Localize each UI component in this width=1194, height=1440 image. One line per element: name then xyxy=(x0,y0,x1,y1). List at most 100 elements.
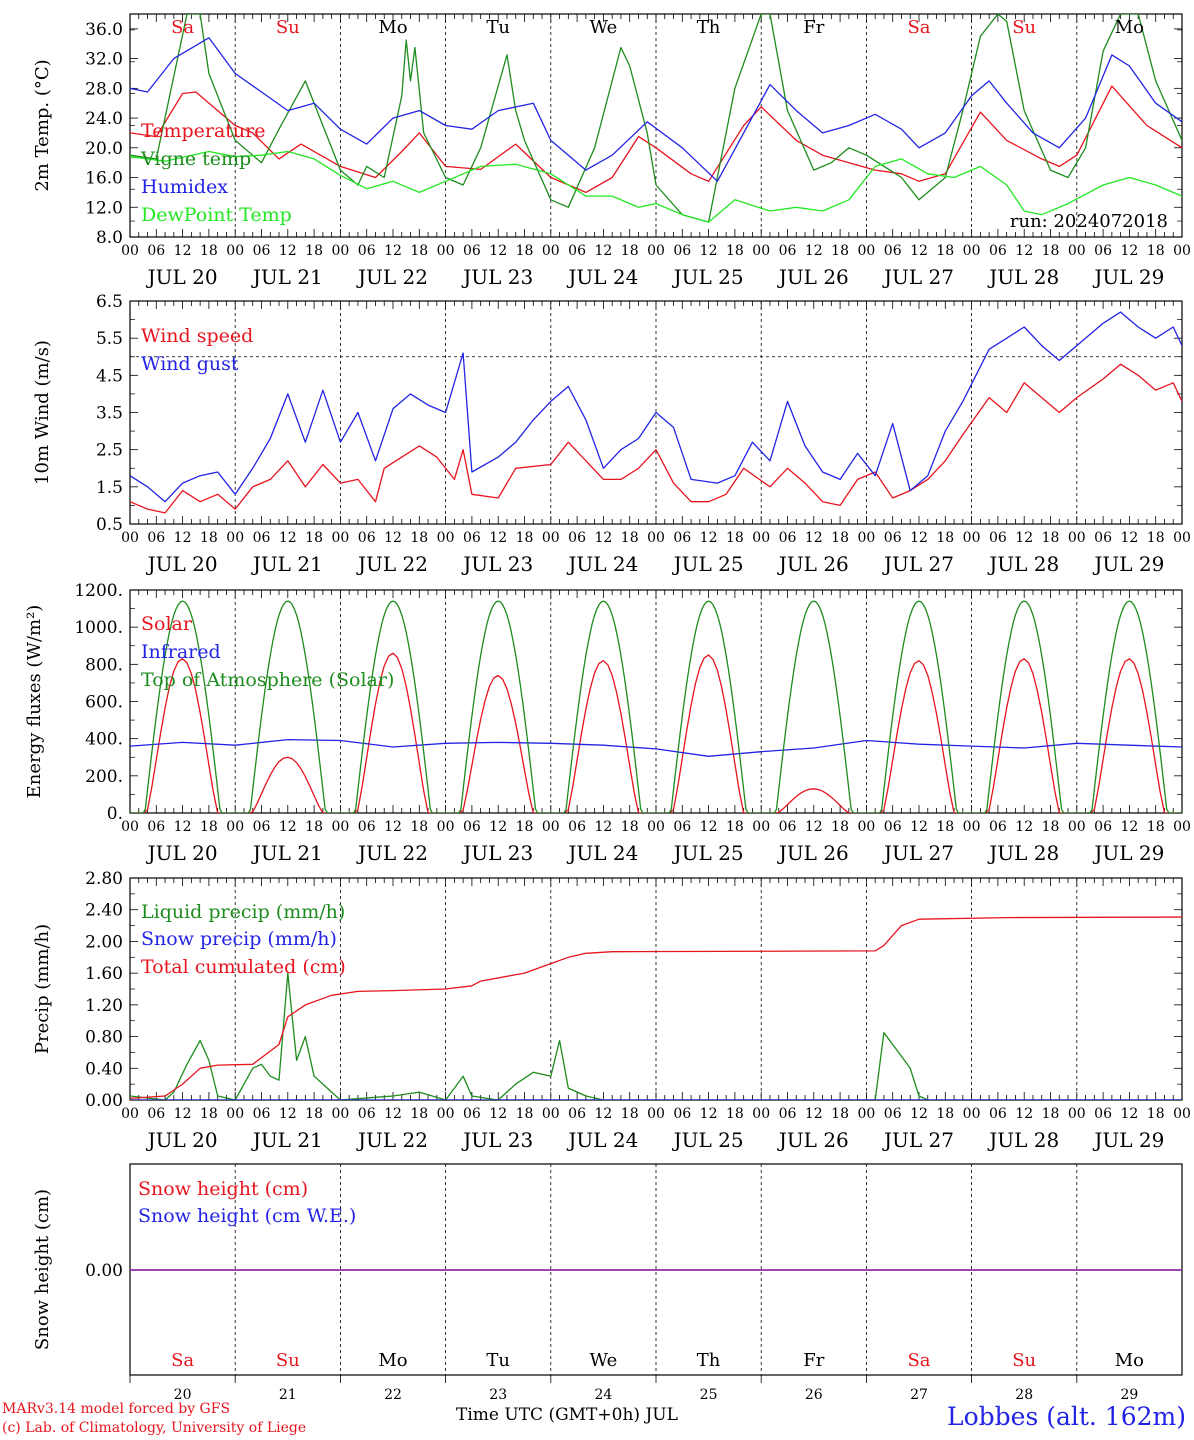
hour-tick-label: 00 xyxy=(647,530,665,546)
y-tick-label: 12.0 xyxy=(85,198,123,218)
weekday-label: Tu xyxy=(486,1350,510,1371)
hour-tick-label: 12 xyxy=(384,1106,402,1122)
hour-tick-label: 06 xyxy=(673,530,691,546)
hour-tick-label: 18 xyxy=(200,1106,218,1122)
hour-tick-label: 12 xyxy=(1120,530,1138,546)
hour-tick-label: 12 xyxy=(910,819,928,835)
hour-tick-label: 12 xyxy=(489,530,507,546)
day-label: JUL 28 xyxy=(987,841,1059,865)
hour-tick-label: 18 xyxy=(1147,1106,1165,1122)
hour-tick-label: 12 xyxy=(489,1106,507,1122)
y-tick-label: 6.5 xyxy=(96,292,123,312)
y-tick-label: 200. xyxy=(85,767,123,787)
hour-tick-label: 06 xyxy=(884,1106,902,1122)
hour-tick-label: 00 xyxy=(437,819,455,835)
hour-tick-label: 00 xyxy=(647,1106,665,1122)
y-tick-label: 600. xyxy=(85,693,123,713)
legend-entry: Snow height (cm W.E.) xyxy=(138,1205,356,1227)
hour-tick-label: 06 xyxy=(253,1106,271,1122)
hour-tick-label: 00 xyxy=(1173,530,1191,546)
hour-tick-label: 18 xyxy=(831,819,849,835)
hour-tick-label: 12 xyxy=(1015,243,1033,259)
hour-tick-label: 00 xyxy=(963,530,981,546)
hour-tick-label: 18 xyxy=(1042,243,1060,259)
hour-tick-label: 00 xyxy=(647,243,665,259)
hour-tick-label: 18 xyxy=(516,530,534,546)
hour-tick-label: 00 xyxy=(226,819,244,835)
day-label: JUL 28 xyxy=(987,265,1059,289)
hour-tick-label: 12 xyxy=(1120,1106,1138,1122)
y-tick-label: 16.0 xyxy=(85,169,123,189)
hour-tick-label: 12 xyxy=(594,243,612,259)
weekday-label: Su xyxy=(276,17,300,38)
y-tick-label: 0.00 xyxy=(85,1091,123,1111)
hour-tick-label: 12 xyxy=(805,530,823,546)
panel-energy: 0. 200. 400. 600. 800. 1000. 1200. Energy fluxe… xyxy=(24,581,1191,865)
hour-tick-label: 06 xyxy=(673,243,691,259)
day-label: JUL 27 xyxy=(882,552,954,576)
hour-tick-label: 06 xyxy=(1094,530,1112,546)
series-line xyxy=(130,916,1182,1100)
weekday-label: Sa xyxy=(171,17,194,38)
series-line xyxy=(130,738,1182,757)
day-label: JUL 21 xyxy=(251,552,323,576)
day-label: JUL 29 xyxy=(1092,841,1164,865)
hour-tick-label: 18 xyxy=(516,819,534,835)
hour-tick-label: 12 xyxy=(700,819,718,835)
hour-tick-label: 00 xyxy=(226,1106,244,1122)
hour-tick-label: 12 xyxy=(700,1106,718,1122)
hour-tick-label: 00 xyxy=(331,243,349,259)
hour-tick-label: 18 xyxy=(410,819,428,835)
hour-tick-label: 12 xyxy=(805,1106,823,1122)
weekday-label: Tu xyxy=(486,17,510,38)
series-line xyxy=(130,14,1182,223)
day-number-label: 20 xyxy=(174,1387,192,1400)
legend-entry: Wind gust xyxy=(141,353,239,375)
y-tick-label: 20.0 xyxy=(85,139,123,159)
legend-entry: Vigne temp xyxy=(140,148,251,170)
y-tick-label: 800. xyxy=(85,655,123,675)
hour-tick-label: 00 xyxy=(963,1106,981,1122)
hour-tick-label: 18 xyxy=(831,243,849,259)
day-number-label: 21 xyxy=(279,1387,297,1400)
hour-tick-label: 12 xyxy=(174,530,192,546)
hour-tick-label: 06 xyxy=(253,243,271,259)
day-label: JUL 28 xyxy=(987,1128,1059,1152)
panel-precip: 0.00 0.40 0.80 1.20 1.60 2.00 2.40 2.80 Precip (… xyxy=(32,869,1191,1152)
hour-tick-label: 12 xyxy=(805,819,823,835)
hour-tick-label: 06 xyxy=(989,243,1007,259)
hour-tick-label: 06 xyxy=(568,243,586,259)
weekday-label: Sa xyxy=(907,1350,930,1371)
hour-tick-label: 00 xyxy=(857,1106,875,1122)
weekday-label: Su xyxy=(1012,1350,1036,1371)
hour-tick-label: 00 xyxy=(963,243,981,259)
hour-tick-label: 06 xyxy=(989,530,1007,546)
hour-tick-label: 18 xyxy=(200,243,218,259)
day-label: JUL 20 xyxy=(146,841,218,865)
y-tick-label: 0.00 xyxy=(85,1261,123,1281)
day-label: JUL 28 xyxy=(987,552,1059,576)
y-tick-label: 0.40 xyxy=(85,1059,123,1079)
day-label: JUL 20 xyxy=(146,265,218,289)
y-tick-label: 2.5 xyxy=(96,441,123,461)
y-tick-label: 1.5 xyxy=(96,478,123,498)
hour-tick-label: 00 xyxy=(331,530,349,546)
hour-tick-label: 00 xyxy=(121,243,139,259)
hour-tick-label: 18 xyxy=(726,1106,744,1122)
weekday-label: Sa xyxy=(907,17,930,38)
y-tick-label: 0.80 xyxy=(85,1028,123,1048)
hour-tick-label: 12 xyxy=(174,819,192,835)
hour-tick-label: 18 xyxy=(1147,530,1165,546)
hour-tick-label: 00 xyxy=(857,530,875,546)
hour-tick-label: 06 xyxy=(463,243,481,259)
hour-tick-label: 06 xyxy=(568,1106,586,1122)
day-label: JUL 26 xyxy=(777,265,849,289)
hour-tick-label: 18 xyxy=(1042,1106,1060,1122)
hour-tick-label: 18 xyxy=(621,1106,639,1122)
legend-entry: Solar xyxy=(141,613,193,635)
hour-tick-label: 18 xyxy=(305,243,323,259)
y-tick-label: 0. xyxy=(107,804,123,824)
hour-tick-label: 00 xyxy=(857,819,875,835)
legend-entry: Liquid precip (mm/h) xyxy=(141,901,345,923)
hour-tick-label: 06 xyxy=(779,819,797,835)
